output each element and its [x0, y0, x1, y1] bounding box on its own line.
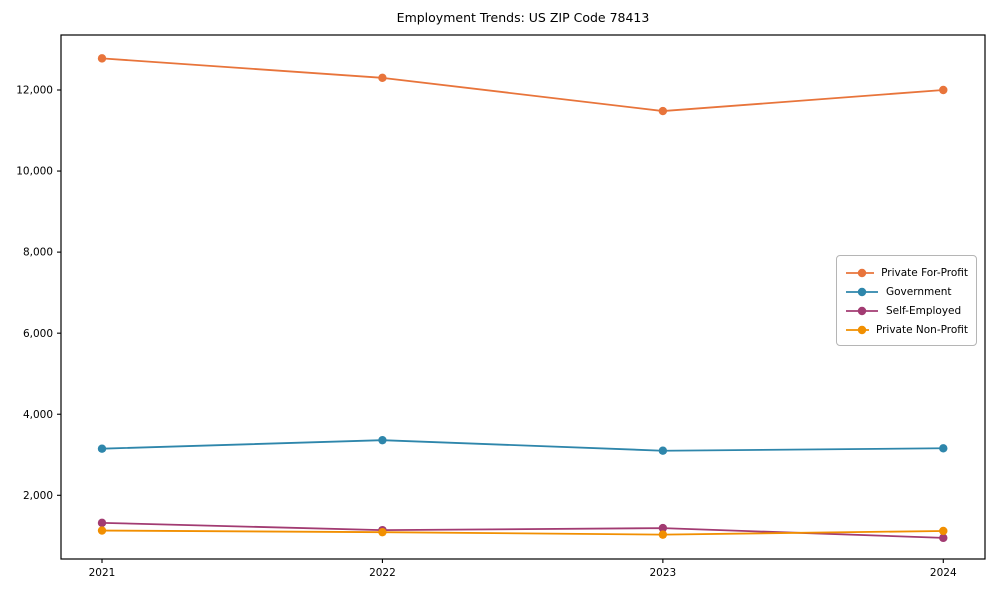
y-tick-label: 2,000: [23, 490, 53, 502]
series-government: [97, 435, 948, 455]
legend-item-private-for-profit: Private For-Profit: [845, 263, 968, 282]
y-tick-label: 6,000: [23, 328, 53, 340]
legend-label: Private For-Profit: [881, 266, 968, 279]
legend-swatch-self-employed: [846, 306, 878, 315]
chart-title: Employment Trends: US ZIP Code 78413: [396, 10, 650, 25]
data-point-government-2021: [97, 444, 107, 453]
data-point-private-non-profit-2021: [97, 526, 107, 535]
data-point-self-employed-2021: [97, 518, 107, 528]
legend-swatch-government: [846, 287, 878, 296]
data-point-private-non-profit-2024: [939, 526, 948, 536]
x-tick-label: 2023: [649, 567, 676, 579]
data-point-private-for-profit-2024: [939, 85, 948, 95]
series-line-private-for-profit: [101, 57, 944, 112]
legend-item-self-employed: Self-Employed: [845, 301, 968, 320]
legend-swatch-private-for-profit: [846, 268, 875, 277]
y-tick-label: 10,000: [16, 166, 53, 178]
series-line-self-employed: [101, 521, 944, 539]
legend-dot-icon: [857, 306, 867, 315]
y-tick-label: 4,000: [23, 409, 53, 421]
data-point-self-employed-2023: [658, 523, 668, 533]
legend-label: Self-Employed: [886, 304, 962, 317]
data-point-private-non-profit-2023: [658, 530, 668, 539]
series-line-government: [101, 439, 944, 452]
data-point-private-for-profit-2023: [658, 106, 668, 116]
y-tick-label: 12,000: [16, 85, 53, 97]
x-tick-label: 2022: [369, 567, 396, 579]
y-tick-label: 8,000: [23, 247, 53, 259]
data-point-government-2023: [658, 446, 668, 455]
x-tick-label: 2024: [930, 567, 957, 579]
legend-dot-icon: [857, 325, 867, 334]
data-point-private-for-profit-2022: [378, 73, 387, 83]
series-private-for-profit: [97, 54, 948, 116]
legend-label: Government: [886, 285, 952, 298]
series-self-employed: [97, 518, 948, 543]
data-point-private-non-profit-2022: [378, 527, 387, 537]
legend: Private For-Profit Government Self-Employe…: [836, 255, 977, 346]
data-point-government-2022: [378, 435, 387, 445]
data-point-government-2024: [939, 444, 948, 453]
x-tick-label: 2021: [89, 567, 116, 579]
series-private-non-profit: [97, 526, 948, 539]
axes-box: [60, 34, 986, 560]
legend-item-private-non-profit: Private Non-Profit: [845, 320, 968, 339]
data-point-private-for-profit-2021: [97, 54, 107, 63]
legend-dot-icon: [857, 268, 867, 277]
series-line-private-non-profit: [101, 529, 944, 536]
legend-dot-icon: [857, 287, 867, 296]
legend-label: Private Non-Profit: [875, 323, 968, 336]
data-point-self-employed-2024: [939, 533, 948, 543]
legend-swatch-private-non-profit: [846, 325, 869, 334]
legend-item-government: Government: [845, 282, 968, 301]
